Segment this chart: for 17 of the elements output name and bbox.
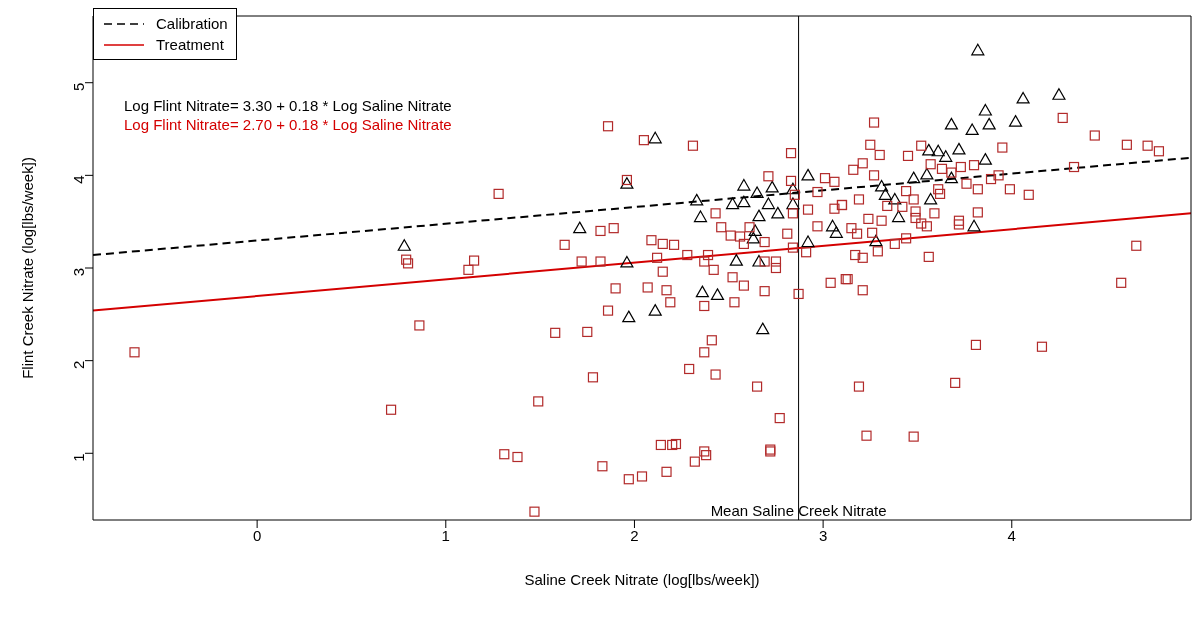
x-tick-label: 3 <box>818 526 828 544</box>
y-tick-label: 2 <box>70 360 88 369</box>
y-tick-label: 4 <box>70 175 88 184</box>
legend-label: Treatment <box>156 35 224 55</box>
x-tick-label: 0 <box>252 526 262 544</box>
y-tick-label: 3 <box>70 268 88 277</box>
y-tick-label: 1 <box>70 453 88 462</box>
y-axis-title: Flint Creek Nitrate (log[lbs/week]) <box>19 157 37 379</box>
x-tick-label: 2 <box>630 526 639 544</box>
x-tick-label: 1 <box>441 526 450 544</box>
x-tick-label: 4 <box>1007 526 1016 544</box>
annotation: Log Flint Nitrate= 3.30 + 0.18 * Log Saline Nitrate <box>124 96 452 115</box>
ref-line-label: Mean Saline Creek Nitrate <box>710 502 887 519</box>
x-axis-title: Saline Creek Nitrate (log[lbs/week]) <box>524 571 760 588</box>
y-tick-label: 5 <box>70 82 88 92</box>
legend-label: Calibration <box>156 14 228 34</box>
annotation: Log Flint Nitrate= 2.70 + 0.18 * Log Saline Nitrate <box>124 115 452 134</box>
